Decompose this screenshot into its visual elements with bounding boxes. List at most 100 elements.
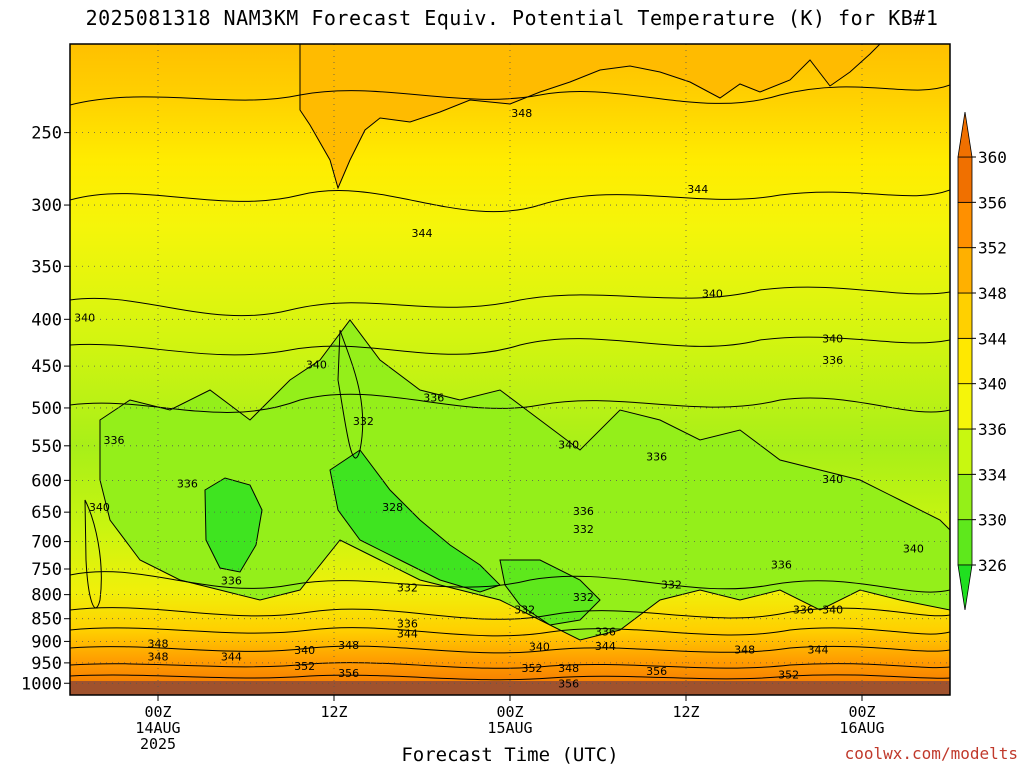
x-tick-label: 00Z [496, 703, 523, 721]
grid-lines [70, 44, 950, 695]
contour-label: 340 [822, 473, 843, 486]
colorbar-tick-label: 348 [978, 284, 1007, 303]
contour-label: 328 [382, 501, 403, 514]
colorbar-segment [957, 383, 973, 430]
contour-label: 344 [808, 643, 829, 656]
y-tick-label: 450 [31, 357, 62, 377]
contour-label: 332 [397, 582, 418, 595]
contour-label: 344 [397, 627, 418, 640]
warm-upper-region [299, 44, 881, 190]
contour-label: 332 [661, 579, 682, 592]
credit-link[interactable]: coolwx.com/modelts [844, 744, 1018, 763]
colorbar-tick-label: 336 [978, 420, 1007, 439]
colorbar-segment [957, 247, 973, 294]
contour-label: 340 [306, 358, 327, 371]
contour-label: 336 [104, 434, 125, 447]
contour-label: 356 [646, 665, 667, 678]
contour-label: 336 [397, 617, 418, 630]
contour-label: 344 [595, 640, 616, 653]
contour-label: 336 [595, 626, 616, 639]
y-tick-label: 550 [31, 437, 62, 457]
y-tick-label: 500 [31, 399, 62, 419]
contour-label: 332 [573, 523, 594, 536]
x-tick-label: 12Z [320, 703, 347, 721]
chart-title: 2025081318 NAM3KM Forecast Equiv. Potent… [85, 6, 939, 30]
colorbar-tick-label: 326 [978, 556, 1007, 575]
x-tick-label: 12Z [672, 703, 699, 721]
contour-label: 340 [529, 641, 550, 654]
contour-label: 348 [148, 638, 169, 651]
colorbar-tick-label: 356 [978, 193, 1007, 212]
y-tick-label: 400 [31, 310, 62, 330]
colorbar-segment [957, 473, 973, 521]
contour-label: 336 [793, 603, 814, 616]
colorbar-tick-label: 360 [978, 148, 1007, 167]
y-tick-label: 250 [31, 124, 62, 144]
colorbar-tick-label: 352 [978, 239, 1007, 258]
contour-label: 332 [573, 591, 594, 604]
y-tick-label: 850 [31, 610, 62, 630]
x-tick-label: 14AUG [135, 719, 180, 737]
contour-label: 336 [177, 478, 198, 491]
contour-label: 348 [558, 662, 579, 675]
contour-label: 348 [148, 651, 169, 664]
y-tick-label: 950 [31, 654, 62, 674]
y-tick-label: 700 [31, 533, 62, 553]
contour-label: 352 [294, 660, 315, 673]
contour-label: 348 [734, 643, 755, 656]
moist-midlevel-region [99, 319, 950, 641]
contour-label: 352 [778, 668, 799, 681]
contour-label: 336 [771, 559, 792, 572]
x-axis-label: Forecast Time (UTC) [401, 744, 619, 766]
contour-label: 356 [338, 667, 359, 680]
colorbar-tick-label: 330 [978, 511, 1007, 530]
y-tick-label: 900 [31, 632, 62, 652]
contour-label: 336 [423, 391, 444, 404]
contour-label: 344 [221, 651, 242, 664]
y-axis: 2503003504004505005506006507007508008509… [21, 124, 70, 694]
contour-label: 332 [353, 415, 374, 428]
colorbar-segment [957, 292, 973, 339]
dry-pocket-1 [204, 477, 263, 573]
y-tick-label: 300 [31, 196, 62, 216]
contour-label: 352 [522, 662, 543, 675]
y-tick-label: 350 [31, 257, 62, 277]
contour-label: 336 [573, 505, 594, 518]
colorbar-tick-label: 344 [978, 329, 1007, 348]
colorbar-segment [957, 519, 973, 566]
x-tick-label: 2025 [140, 735, 176, 753]
contour-label: 348 [338, 639, 359, 652]
contour-label: 356 [558, 677, 579, 690]
contour-label: 336 [221, 574, 242, 587]
contour-label: 340 [822, 603, 843, 616]
colorbar-tick-label: 340 [978, 375, 1007, 394]
contour-label: 344 [412, 227, 433, 240]
contour-label: 340 [89, 501, 110, 514]
colorbar-tick-label: 334 [978, 465, 1007, 484]
contour-label: 344 [687, 183, 708, 196]
colorbar-segment [957, 156, 973, 203]
dry-pocket-3 [499, 559, 601, 626]
contour-label: 340 [903, 542, 924, 555]
y-tick-label: 600 [31, 471, 62, 491]
colorbar-segment [957, 201, 973, 249]
contour-label: 348 [511, 107, 532, 120]
x-tick-label: 00Z [144, 703, 171, 721]
x-tick-label: 16AUG [839, 719, 884, 737]
y-tick-label: 750 [31, 560, 62, 580]
contour-label: 340 [822, 333, 843, 346]
ground-band [70, 681, 950, 695]
contour-label: 340 [294, 644, 315, 657]
colorbar-extend-min [957, 564, 973, 611]
contour-label: 332 [514, 603, 535, 616]
x-tick-label: 15AUG [487, 719, 532, 737]
x-tick-label: 00Z [848, 703, 875, 721]
contour-label: 340 [558, 438, 579, 451]
colorbar-segment [957, 337, 973, 385]
colorbar: 326 330 334 336 340 344 348 352 356 360 [957, 111, 1007, 611]
contour-label: 340 [74, 311, 95, 324]
